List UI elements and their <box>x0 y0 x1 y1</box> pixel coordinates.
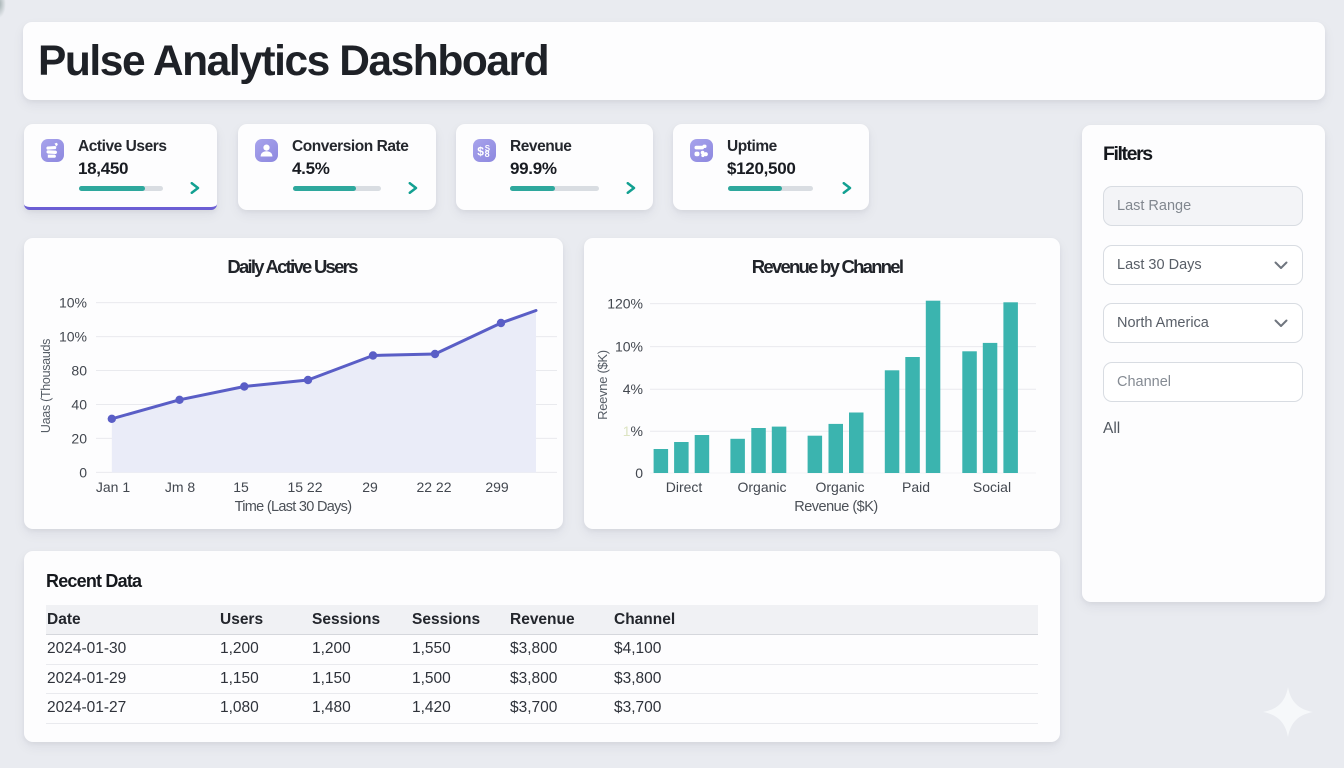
svg-text:Revenue ($K): Revenue ($K) <box>794 499 877 515</box>
svg-text:Jm 8: Jm 8 <box>165 479 196 495</box>
svg-text:Revenue by Channel: Revenue by Channel <box>752 256 903 277</box>
svg-text:0: 0 <box>635 465 643 481</box>
svg-text:1%: 1% <box>623 423 643 439</box>
svg-text:Paid: Paid <box>902 479 930 495</box>
svg-text:Daily Active Users: Daily Active Users <box>227 256 358 277</box>
svg-text:$: $ <box>477 145 484 159</box>
svg-text:Time (Last 30 Days): Time (Last 30 Days) <box>235 499 352 515</box>
svg-text:120%: 120% <box>607 296 643 312</box>
svg-text:15 22: 15 22 <box>287 479 322 495</box>
svg-text:4%: 4% <box>623 381 643 397</box>
svg-text:299: 299 <box>485 479 509 495</box>
svg-text:Organic: Organic <box>815 479 864 495</box>
svg-text:0: 0 <box>79 464 87 480</box>
svg-text:10%: 10% <box>59 295 87 311</box>
svg-text:10%: 10% <box>59 329 87 345</box>
svg-text:S: S <box>485 144 491 153</box>
svg-text:Direct: Direct <box>666 479 703 495</box>
svg-text:29: 29 <box>362 479 378 495</box>
svg-text:Organic: Organic <box>737 479 786 495</box>
svg-text:20: 20 <box>71 430 87 446</box>
svg-text:80: 80 <box>71 363 87 379</box>
svg-text:Jan 1: Jan 1 <box>96 479 130 495</box>
svg-text:Uaas (Thousauds: Uaas (Thousauds <box>39 339 53 433</box>
svg-text:8: 8 <box>485 149 490 159</box>
svg-text:10%: 10% <box>615 339 643 355</box>
svg-text:Reevne ($K): Reevne ($K) <box>595 350 610 420</box>
svg-text:40: 40 <box>71 397 87 413</box>
svg-text:22 22: 22 22 <box>416 479 451 495</box>
svg-text:15: 15 <box>233 479 249 495</box>
svg-text:Social: Social <box>973 479 1011 495</box>
